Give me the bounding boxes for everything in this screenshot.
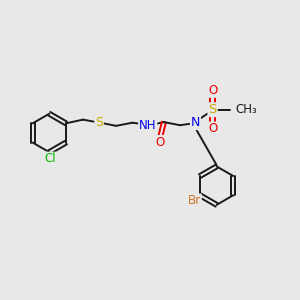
- Text: S: S: [95, 116, 103, 129]
- Text: O: O: [208, 122, 217, 135]
- Text: Br: Br: [188, 194, 201, 207]
- Text: N: N: [191, 116, 200, 129]
- Text: O: O: [208, 84, 217, 97]
- Text: NH: NH: [139, 119, 157, 132]
- Text: O: O: [155, 136, 165, 149]
- Text: S: S: [208, 103, 217, 116]
- Text: Cl: Cl: [44, 152, 56, 166]
- Text: CH₃: CH₃: [235, 103, 257, 116]
